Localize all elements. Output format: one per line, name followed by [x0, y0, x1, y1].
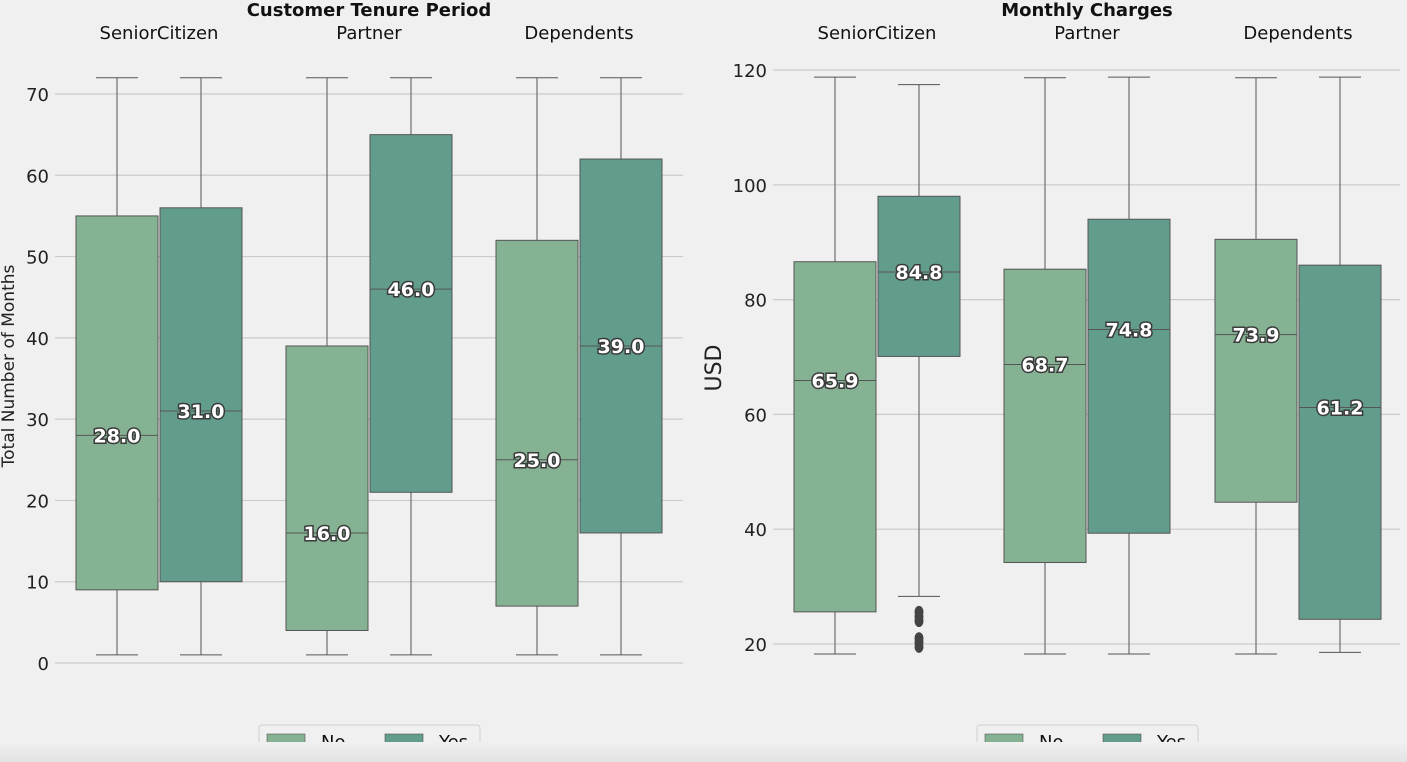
box-seniorcitizen-yes: 31.0: [159, 77, 243, 656]
y-tick-label: 0: [38, 654, 49, 675]
box-iqr: [1298, 264, 1382, 620]
y-tick-label: 100: [733, 176, 767, 197]
group-label: Dependents: [1243, 23, 1352, 44]
outlier-point: [914, 640, 924, 653]
box-partner-no: 16.0: [285, 77, 369, 656]
median-label: 74.8: [1106, 319, 1153, 341]
box-seniorcitizen-no: 28.0: [75, 77, 159, 656]
chart-panel-2: 20 40 60 80 100 120 Monthly Charges USD SeniorCi…: [702, 0, 1400, 760]
box-dependents-yes: 39.0: [579, 77, 663, 656]
box-iqr: [369, 134, 453, 493]
y-axis-label: Total Number of Months: [0, 264, 19, 468]
box-seniorcitizen-yes: 84.8: [877, 84, 961, 653]
y-tick-label: 120: [733, 61, 767, 82]
box-iqr: [1003, 268, 1087, 563]
y-tick-label: 30: [26, 410, 49, 431]
box-dependents-no: 25.0: [495, 77, 579, 656]
box-partner-yes: 74.8: [1087, 76, 1171, 655]
box-iqr: [159, 207, 243, 583]
median-label: 61.2: [1317, 398, 1364, 420]
chart-title: Monthly Charges: [1001, 0, 1173, 21]
median-label: 16.0: [304, 523, 351, 545]
chart-panel-1: 0 10 20 30 40 50 60 70 Customer Tenure Period Tot…: [0, 0, 683, 760]
y-tick-label: 80: [744, 291, 767, 312]
group-label: Dependents: [524, 23, 633, 44]
y-tick-label: 40: [26, 329, 49, 350]
box-seniorcitizen-no: 65.9: [793, 76, 877, 655]
chart-title: Customer Tenure Period: [247, 0, 492, 21]
y-tick-label: 20: [26, 491, 49, 512]
y-tick-label: 60: [744, 405, 767, 426]
median-label: 65.9: [812, 371, 859, 393]
box-dependents-no: 73.9: [1214, 77, 1298, 655]
median-label: 68.7: [1022, 354, 1069, 376]
bottom-fade: [0, 742, 1407, 762]
box-dependents-yes: 61.2: [1298, 76, 1382, 653]
median-label: 25.0: [514, 450, 561, 472]
median-label: 73.9: [1233, 325, 1280, 347]
y-tick-label: 40: [744, 520, 767, 541]
group-label: Partner: [336, 23, 402, 44]
median-label: 46.0: [388, 279, 435, 301]
median-label: 39.0: [598, 336, 645, 358]
y-axis-label: USD: [702, 344, 727, 391]
y-tick-label: 60: [26, 166, 49, 187]
box-iqr: [793, 261, 877, 613]
box-iqr: [1214, 238, 1298, 503]
box-iqr: [1087, 218, 1171, 534]
box-iqr: [75, 215, 159, 591]
y-tick-label: 20: [744, 635, 767, 656]
box-iqr: [285, 345, 369, 631]
group-label: SeniorCitizen: [818, 23, 937, 44]
box-iqr: [877, 195, 961, 357]
median-label: 31.0: [178, 401, 225, 423]
group-label: Partner: [1054, 23, 1120, 44]
box-iqr: [495, 239, 579, 607]
median-label: 84.8: [896, 262, 943, 284]
y-tick-label: 50: [26, 248, 49, 269]
box-partner-yes: 46.0: [369, 77, 453, 656]
y-tick-label: 10: [26, 573, 49, 594]
y-tick-label: 70: [26, 85, 49, 106]
box-partner-no: 68.7: [1003, 77, 1087, 655]
outlier-point: [914, 615, 924, 628]
median-label: 28.0: [94, 425, 141, 447]
group-label: SeniorCitizen: [100, 23, 219, 44]
